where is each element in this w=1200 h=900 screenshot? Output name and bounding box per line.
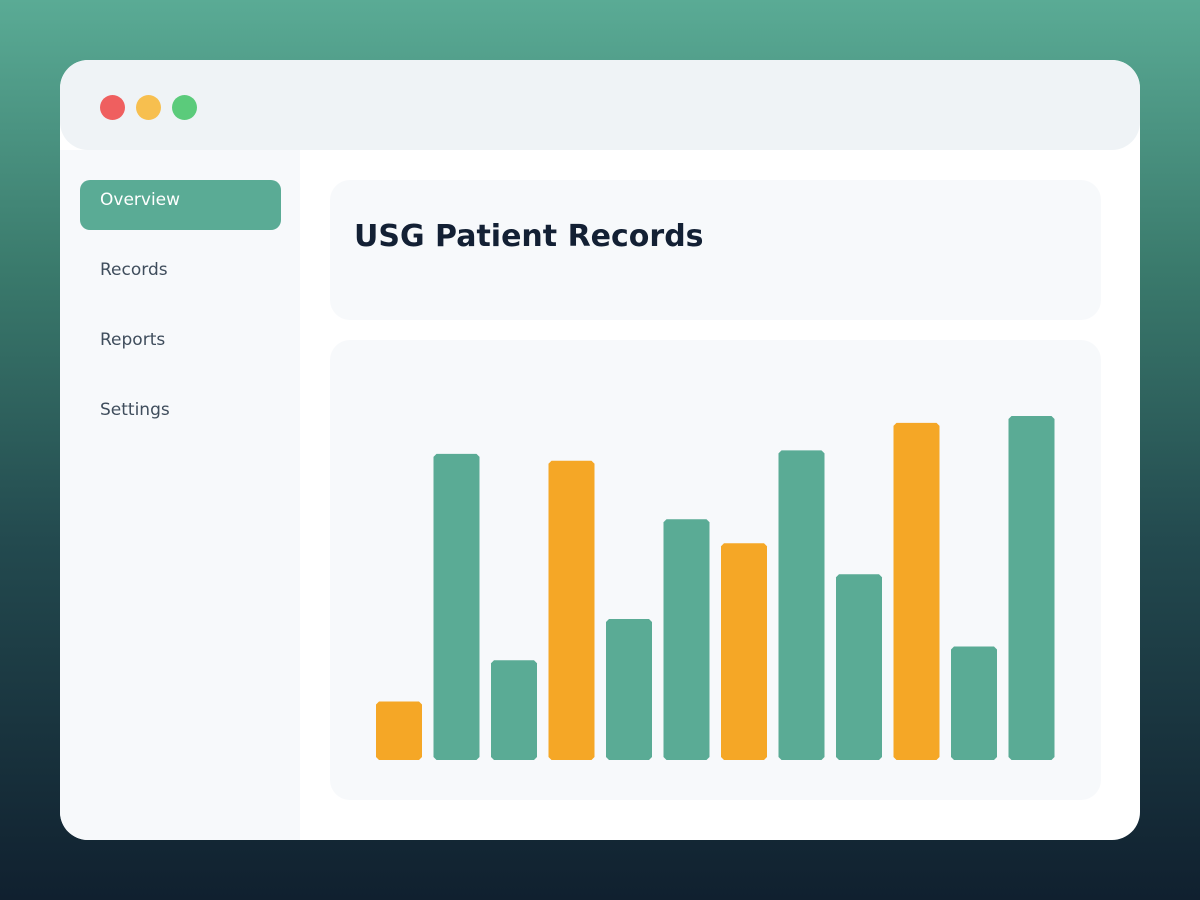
chart-bar: [836, 574, 882, 760]
sidebar-item-label: Overview: [100, 190, 181, 210]
chart-bar: [721, 543, 767, 760]
chart-bar: [951, 646, 997, 760]
chart-bar: [491, 660, 537, 760]
header-card: USG Patient Records: [330, 180, 1101, 320]
bar-chart: [376, 416, 1055, 760]
page-title: USG Patient Records: [354, 219, 704, 254]
sidebar-item-overview[interactable]: Overview: [80, 180, 281, 230]
close-window-button[interactable]: [100, 95, 125, 120]
chart-bar: [548, 460, 595, 760]
chart-bar: [606, 618, 652, 760]
chart-card: [330, 340, 1101, 800]
chart-bar: [893, 422, 940, 760]
chart-bar: [433, 453, 480, 760]
sidebar-item-records[interactable]: Records: [80, 250, 281, 300]
minimize-window-button[interactable]: [136, 95, 161, 120]
app-window: Overview Records Reports Settings USG Pa…: [60, 60, 1140, 840]
title-bar: [60, 60, 1140, 150]
sidebar-item-label: Records: [100, 260, 168, 280]
sidebar-item-label: Reports: [100, 330, 166, 350]
sidebar-item-label: Settings: [100, 400, 170, 420]
maximize-window-button[interactable]: [172, 95, 197, 120]
sidebar: Overview Records Reports Settings: [60, 150, 300, 840]
chart-bar: [663, 519, 710, 760]
sidebar-item-settings[interactable]: Settings: [80, 390, 281, 440]
chart-bar: [376, 701, 422, 760]
sidebar-item-reports[interactable]: Reports: [80, 320, 281, 370]
chart-bar: [778, 450, 825, 760]
chart-bar: [1008, 416, 1055, 760]
